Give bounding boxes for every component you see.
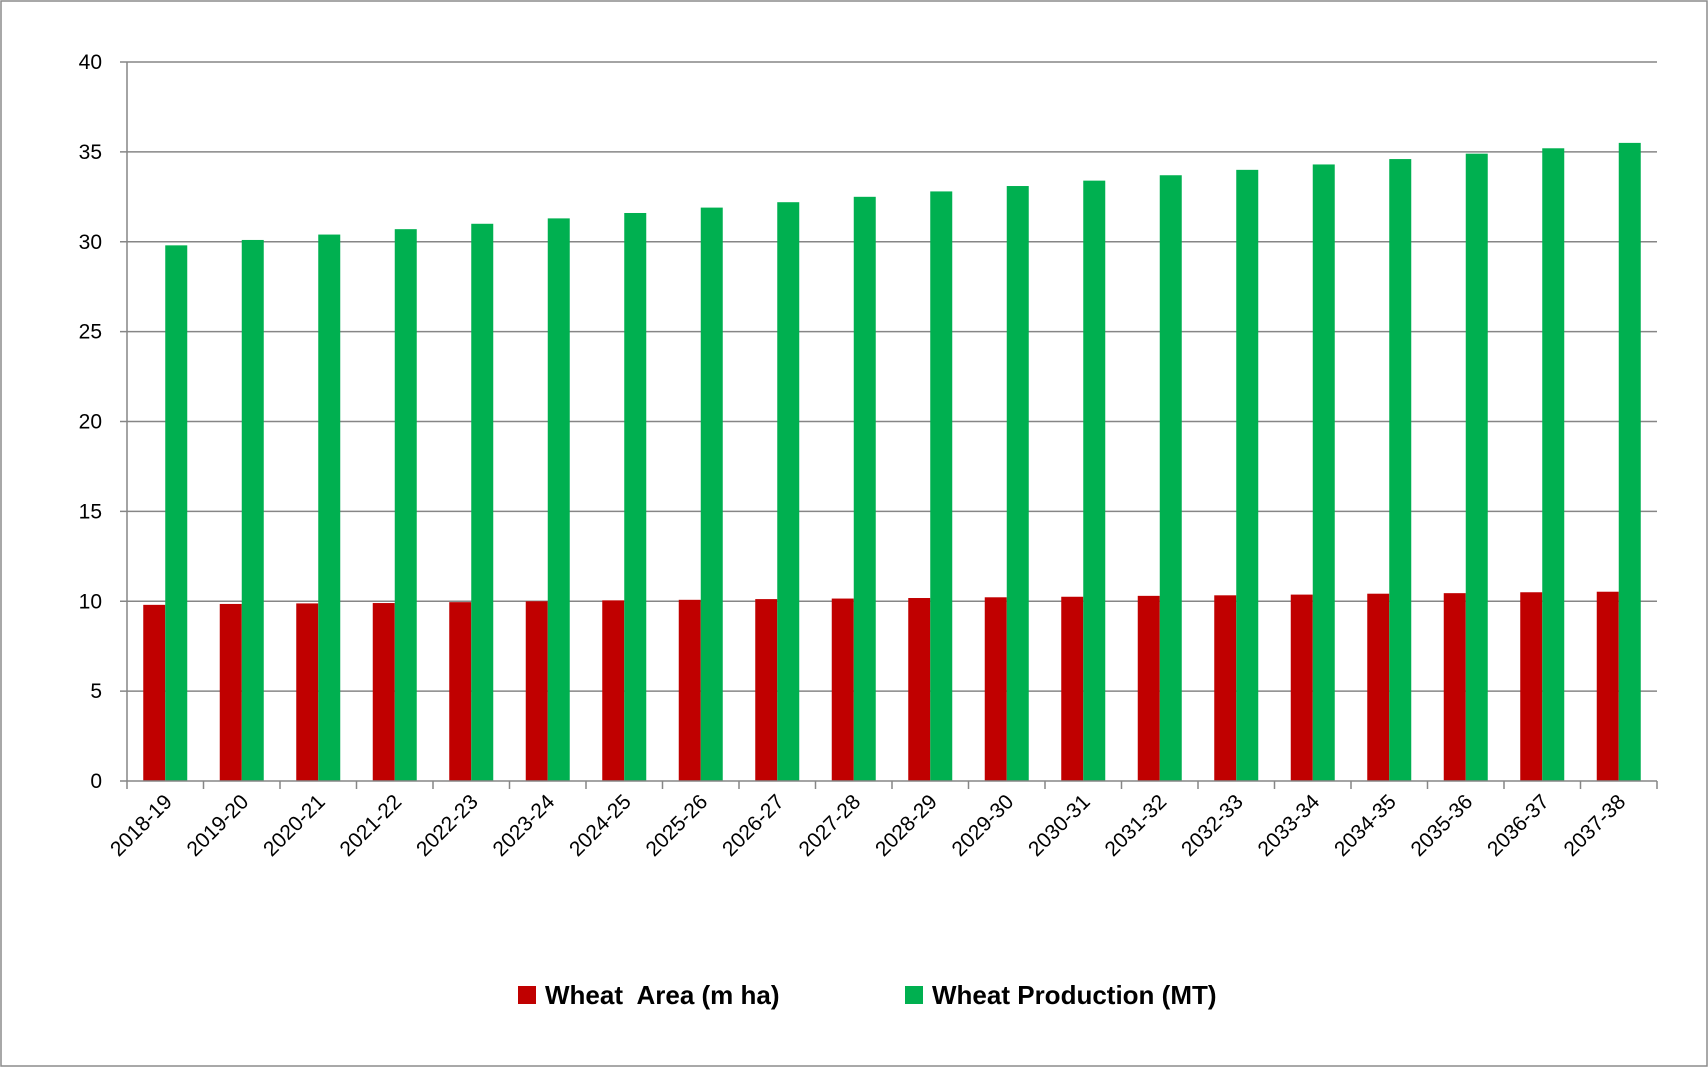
bar-wheat-area bbox=[602, 600, 625, 781]
bar-wheat-area bbox=[908, 598, 931, 781]
bar-wheat-production bbox=[1542, 148, 1565, 781]
bars bbox=[143, 142, 1641, 782]
bar-wheat-area bbox=[1061, 596, 1084, 781]
y-tick-label: 30 bbox=[79, 231, 102, 254]
bar-wheat-area bbox=[219, 603, 242, 781]
bar-wheat-area bbox=[525, 601, 548, 781]
bar-wheat-production bbox=[241, 239, 264, 781]
legend-swatch bbox=[905, 986, 923, 1004]
bar-wheat-production bbox=[1312, 164, 1335, 781]
bar-wheat-production bbox=[624, 212, 647, 782]
bar-wheat-area bbox=[143, 604, 166, 781]
bar-wheat-production bbox=[547, 218, 570, 781]
y-tick-label: 20 bbox=[79, 411, 102, 434]
bar-wheat-production bbox=[700, 207, 723, 781]
bar-wheat-production bbox=[1465, 153, 1488, 782]
bar-wheat-area bbox=[831, 598, 854, 781]
bar-wheat-area bbox=[984, 597, 1007, 781]
bar-wheat-area bbox=[1367, 593, 1390, 781]
bar-wheat-area bbox=[449, 602, 472, 781]
bar-wheat-area bbox=[755, 599, 778, 781]
legend-label: Wheat Production (MT) bbox=[932, 980, 1217, 1010]
bar-wheat-production bbox=[318, 234, 341, 781]
y-tick-label: 10 bbox=[79, 590, 102, 613]
bar-wheat-area bbox=[1520, 592, 1543, 781]
bar-wheat-production bbox=[1618, 142, 1641, 781]
y-tick-label: 15 bbox=[79, 500, 102, 523]
bar-wheat-production bbox=[165, 245, 188, 782]
y-tick-label: 40 bbox=[79, 51, 102, 74]
y-tick-label: 25 bbox=[79, 321, 102, 344]
bar-wheat-area bbox=[678, 599, 701, 781]
bar-wheat-production bbox=[394, 229, 417, 782]
bar-wheat-area bbox=[296, 603, 319, 781]
legend: Wheat Area (m ha) Wheat Production (MT) bbox=[518, 980, 1217, 1010]
bar-wheat-area bbox=[1443, 593, 1466, 781]
bar-wheat-area bbox=[372, 603, 395, 781]
bar-wheat-area bbox=[1596, 591, 1619, 781]
bar-wheat-area bbox=[1137, 595, 1160, 781]
y-tick-label: 35 bbox=[79, 141, 102, 164]
axes bbox=[120, 61, 1658, 789]
bar-wheat-production bbox=[1389, 159, 1412, 781]
legend-item-wheat-production: Wheat Production (MT) bbox=[905, 980, 1217, 1010]
bar-wheat-production bbox=[777, 202, 800, 781]
bar-wheat-area bbox=[1290, 594, 1313, 781]
bar-wheat-production bbox=[853, 196, 876, 781]
bar-wheat-production bbox=[1159, 175, 1182, 781]
bar-wheat-area bbox=[1214, 595, 1237, 781]
y-tick-label: 5 bbox=[90, 680, 102, 703]
legend-item-wheat-area: Wheat Area (m ha) bbox=[518, 980, 780, 1010]
bar-wheat-production bbox=[471, 223, 494, 781]
bar-wheat-production bbox=[1236, 169, 1259, 782]
legend-label: Wheat Area (m ha) bbox=[545, 980, 780, 1010]
legend-swatch bbox=[518, 986, 536, 1004]
bar-wheat-production bbox=[1006, 186, 1029, 782]
bar-wheat-production bbox=[1083, 180, 1106, 781]
bar-wheat-production bbox=[930, 191, 953, 782]
y-tick-label: 0 bbox=[90, 770, 102, 793]
